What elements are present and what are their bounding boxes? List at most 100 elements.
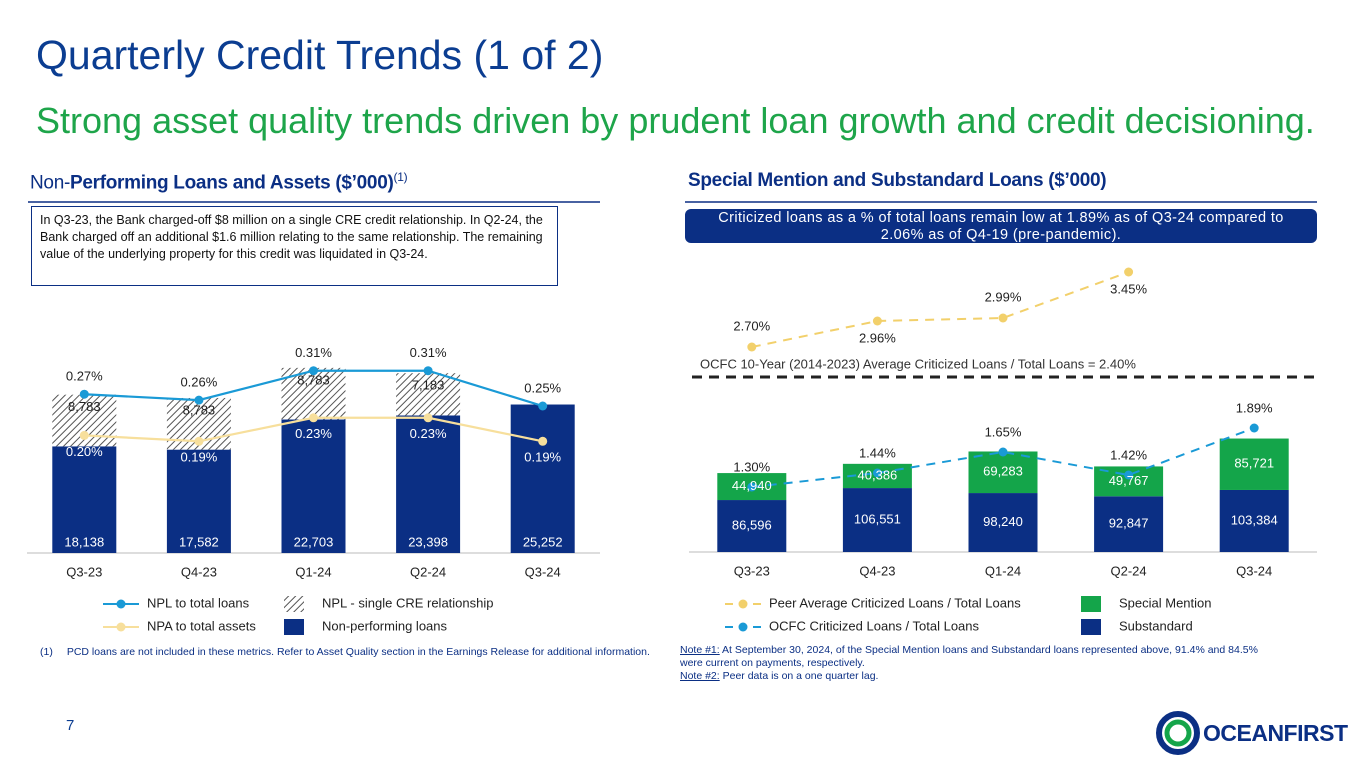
- data-label: 2.99%: [985, 289, 1022, 304]
- line: [751, 271, 1129, 348]
- point: [79, 430, 89, 440]
- data-label: 0.19%: [524, 450, 561, 465]
- point: [872, 468, 882, 478]
- x-tick-label: Q3-23: [66, 564, 102, 579]
- bar: [396, 415, 461, 553]
- bar: [968, 493, 1038, 552]
- x-tick-label: Q3-24: [525, 564, 561, 579]
- data-label: 0.26%: [180, 375, 217, 390]
- note: Note #1: At September 30, 2024, of the S…: [680, 644, 1280, 670]
- note-text: Peer data is on a one quarter lag.: [722, 670, 879, 682]
- data-label: 23,398: [408, 534, 448, 549]
- data-label: 98,240: [983, 514, 1023, 529]
- point: [538, 436, 548, 446]
- data-label: 0.23%: [410, 426, 447, 441]
- data-label: 0.19%: [180, 450, 217, 465]
- data-label: 2.70%: [733, 318, 770, 333]
- legend-label: OCFC Criticized Loans / Total Loans: [769, 618, 980, 633]
- page-number: 7: [66, 717, 75, 734]
- data-label: 0.31%: [410, 345, 447, 360]
- subtitle: Strong asset quality trends driven by pr…: [36, 100, 1315, 141]
- line: [751, 427, 1255, 488]
- reference-label: OCFC 10-Year (2014-2023) Average Critici…: [700, 356, 1136, 371]
- data-label: 86,596: [732, 517, 772, 532]
- data-label: 103,384: [1231, 512, 1278, 527]
- legend-swatch: [284, 596, 304, 612]
- x-tick-label: Q1-24: [295, 564, 331, 579]
- point: [747, 482, 757, 492]
- data-label: 17,582: [179, 534, 219, 549]
- note: Note #2: Peer data is on a one quarter l…: [680, 670, 1280, 683]
- legend-label: NPL to total loans: [147, 595, 250, 610]
- data-label: 8,783: [68, 399, 101, 414]
- point: [1124, 267, 1134, 277]
- note-label: Note #1:: [680, 644, 720, 656]
- footnote-marker: (1): [40, 646, 53, 658]
- footnote-text: PCD loans are not included in these metr…: [66, 646, 650, 658]
- point: [194, 395, 204, 405]
- right-heading: Special Mention and Substandard Loans ($…: [688, 170, 1107, 191]
- x-tick-label: Q3-24: [1236, 563, 1272, 578]
- data-label: 92,847: [1109, 516, 1149, 531]
- note-label: Note #2:: [680, 670, 720, 682]
- data-label: 25,252: [523, 534, 563, 549]
- data-label: 85,721: [1234, 456, 1274, 471]
- data-label: 69,283: [983, 464, 1023, 479]
- legend-label: Substandard: [1119, 618, 1193, 633]
- x-tick-label: Q2-24: [410, 564, 446, 579]
- banner: Criticized loans as a % of total loans r…: [685, 209, 1317, 243]
- bar: [842, 488, 912, 552]
- legend-label: NPA to total assets: [147, 618, 256, 633]
- bar: [968, 451, 1038, 494]
- data-label: 0.20%: [66, 444, 103, 459]
- data-label: 49,767: [1109, 473, 1149, 488]
- legend-swatch: [284, 619, 304, 635]
- data-label: 44,940: [732, 478, 772, 493]
- legend-label: Special Mention: [1119, 595, 1212, 610]
- legend-swatch: [738, 599, 748, 609]
- data-label: 22,703: [294, 534, 334, 549]
- point: [423, 413, 433, 423]
- bar: [166, 449, 231, 553]
- bar: [1094, 496, 1164, 552]
- legend-label: NPL - single CRE relationship: [322, 595, 493, 610]
- legend-swatch: [116, 622, 126, 632]
- point: [538, 401, 548, 411]
- point: [998, 313, 1008, 323]
- bar: [281, 419, 346, 553]
- data-label: 0.31%: [295, 345, 332, 360]
- notes: Note #1: At September 30, 2024, of the S…: [680, 644, 1280, 683]
- data-label: 8,783: [183, 402, 216, 417]
- logo-mark: [1156, 711, 1200, 755]
- x-tick-label: Q4-23: [859, 563, 895, 578]
- data-label: 1.65%: [985, 424, 1022, 439]
- data-label: 1.42%: [1110, 447, 1147, 462]
- legend-swatch: [1081, 619, 1101, 635]
- data-label: 7,183: [412, 378, 445, 393]
- bar: [396, 373, 461, 416]
- legend-swatch: [116, 599, 126, 609]
- bar: [510, 404, 575, 553]
- data-label: 0.23%: [295, 426, 332, 441]
- bar: [52, 446, 117, 553]
- data-label: 1.44%: [859, 445, 896, 460]
- point: [998, 447, 1008, 457]
- point: [1249, 423, 1259, 433]
- footnote: (1) PCD loans are not included in these m…: [40, 645, 650, 659]
- data-label: 1.30%: [733, 459, 770, 474]
- legend-swatch: [738, 622, 748, 632]
- left-heading: Non-Performing Loans and Assets ($’000)(…: [30, 170, 408, 194]
- point: [309, 366, 318, 376]
- x-tick-label: Q2-24: [1111, 563, 1147, 578]
- point: [872, 316, 882, 326]
- data-label: 3.45%: [1110, 281, 1147, 296]
- bar: [1219, 489, 1289, 552]
- point: [79, 389, 89, 399]
- legend-label: Non-performing loans: [322, 618, 448, 633]
- point: [1124, 470, 1134, 480]
- logo-text: OCEANFIRST: [1203, 720, 1348, 746]
- data-label: 8,783: [297, 372, 330, 387]
- data-label: 40,386: [858, 467, 898, 482]
- x-tick-label: Q4-23: [181, 564, 217, 579]
